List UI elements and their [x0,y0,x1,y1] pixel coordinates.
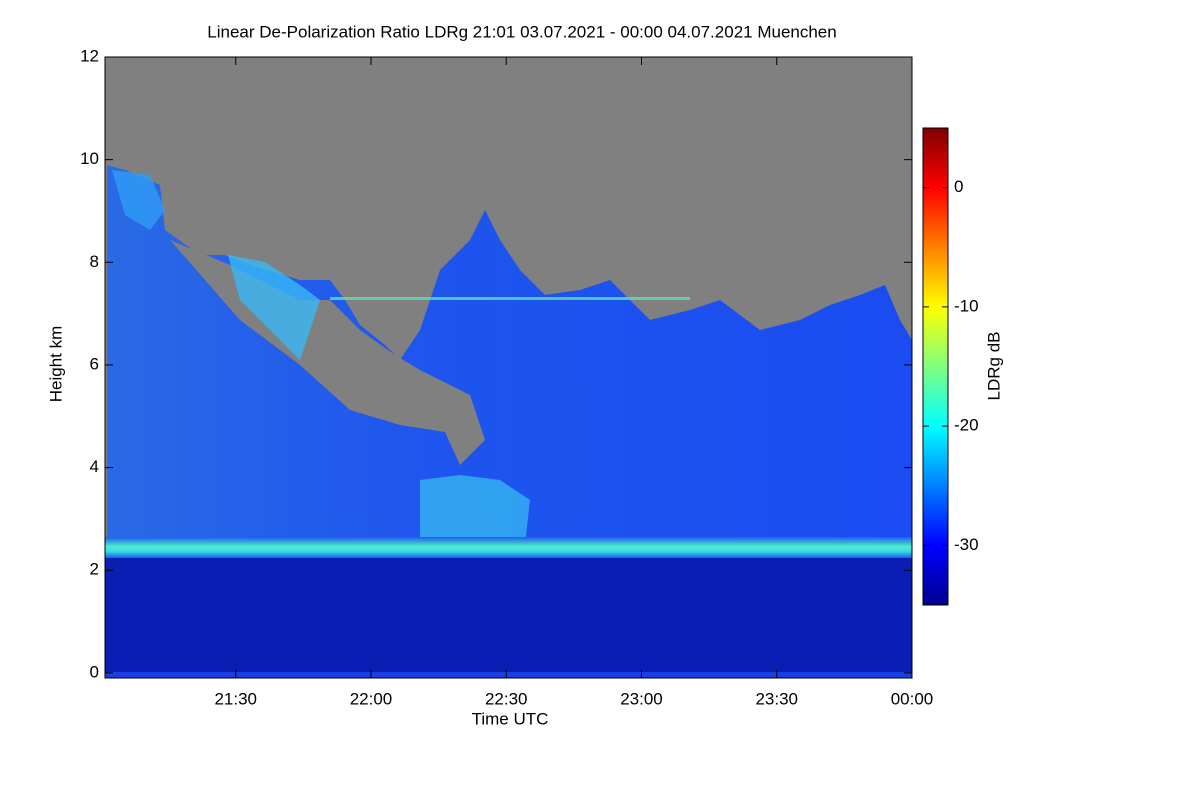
cloud-layer-line [330,297,690,300]
boundary-layer [105,558,912,675]
y-tick-label: 4 [90,457,99,476]
cirrus-streak [112,170,165,230]
colorbar-label: LDRg dB [984,332,1003,401]
heatmap-field [105,57,912,678]
colorbar-tick-label: -20 [954,416,979,435]
x-tick-label: 21:30 [214,689,257,708]
y-tick-label: 6 [90,354,99,373]
x-tick-label: 22:30 [485,689,528,708]
colorbar-tick-label: 0 [954,177,963,196]
colorbar-tick-label: -30 [954,535,979,554]
plot-frame [104,56,913,679]
x-tick-label: 22:00 [350,689,393,708]
colorbar-tick-label: -10 [954,296,979,315]
convective-streak [420,475,530,545]
ground-layer [105,672,912,678]
boundary-layer-band [105,537,912,561]
x-axis-label: Time UTC [472,709,549,728]
y-tick-label: 0 [90,662,99,681]
y-axis-label: Height km [46,326,65,403]
x-tick-label: 23:00 [620,689,663,708]
cirrus-streak [228,255,320,360]
x-tick-label: 00:00 [891,689,934,708]
colorbar [922,127,949,606]
y-tick-label: 12 [80,46,99,65]
y-tick-label: 8 [90,252,99,271]
chart-title: Linear De-Polarization Ratio LDRg 21:01 … [207,22,836,41]
x-tick-label: 23:30 [755,689,798,708]
cloud-region [107,165,912,545]
y-tick-label: 2 [90,560,99,579]
y-tick-label: 10 [80,149,99,168]
